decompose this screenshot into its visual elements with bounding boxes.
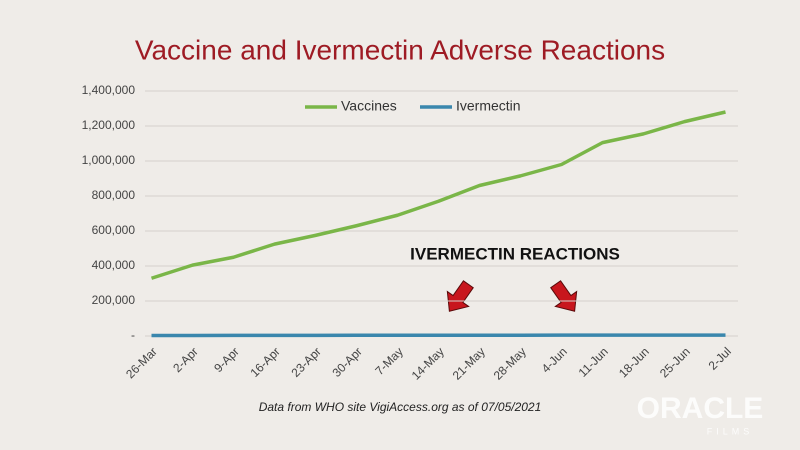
annotation: IVERMECTIN REACTIONS xyxy=(410,244,620,263)
y-tick-label: 200,000 xyxy=(92,293,136,307)
y-tick-label: 400,000 xyxy=(92,258,136,272)
chart-title: Vaccine and Ivermectin Adverse Reactions xyxy=(135,34,665,65)
y-tick-label: 800,000 xyxy=(92,188,136,202)
y-tick-label: 600,000 xyxy=(92,223,136,237)
y-tick-label: - xyxy=(131,328,135,342)
arrow xyxy=(446,280,474,312)
logo: ORACLE xyxy=(637,392,764,425)
logo-sub: FILMS xyxy=(707,426,754,436)
legend-label: Vaccines xyxy=(341,98,397,114)
line xyxy=(150,110,726,280)
y-tick-label: 1,000,000 xyxy=(82,153,136,167)
y-tick-label: 1,400,000 xyxy=(82,83,136,97)
y-tick-label: 1,200,000 xyxy=(82,118,136,132)
legend-label: Ivermectin xyxy=(456,98,521,114)
footnote: Data from WHO site VigiAccess.org as of … xyxy=(259,400,542,414)
